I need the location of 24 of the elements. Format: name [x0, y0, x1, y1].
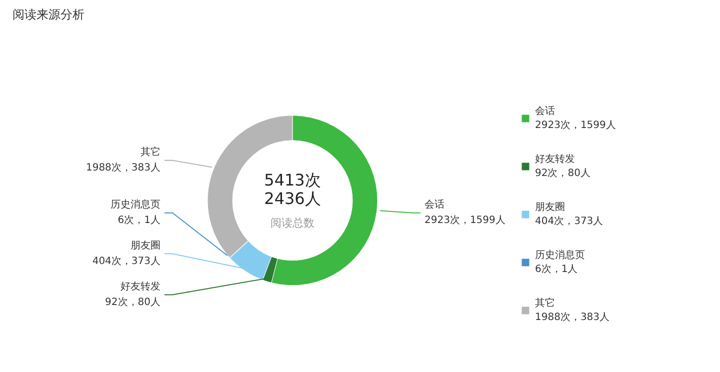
text: 6次，1人 — [535, 264, 578, 275]
text: 5413次 — [264, 170, 321, 190]
data-label: 6次，1人 — [118, 215, 161, 226]
data-label: 92次，80人 — [105, 296, 161, 308]
legend-label: 其它 — [535, 298, 555, 309]
slice-label: 其它 — [140, 146, 160, 158]
legend-label: 历史消息页 — [535, 250, 585, 261]
slice-label: 好友转发 — [120, 280, 160, 292]
text: 92次，80人 — [535, 168, 590, 179]
text: 阅读总数 — [270, 216, 314, 230]
chart-title: 阅读来源分析 — [12, 8, 84, 22]
text: 2436人 — [264, 189, 321, 208]
slice-label: 朋友圈 — [130, 240, 160, 252]
data-label: 404次，373人 — [92, 256, 161, 267]
text: 2923次，1599人 — [535, 120, 616, 131]
text: 404次，373人 — [535, 216, 604, 227]
data-label: 1988次，383人 — [86, 162, 161, 174]
slice-label: 历史消息页 — [110, 198, 160, 211]
slice-label: 会话 — [424, 198, 444, 211]
legend-label: 朋友圈 — [535, 202, 565, 213]
data-label: 2923次，1599人 — [424, 215, 506, 226]
legend-label: 会话 — [535, 106, 555, 117]
text: 1988次，383人 — [535, 312, 610, 323]
legend-label: 好友转发 — [535, 154, 575, 165]
